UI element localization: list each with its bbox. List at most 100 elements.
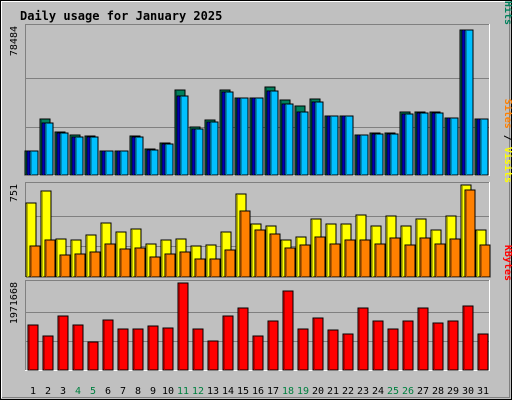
- bar-kbytes-day-27: [417, 307, 429, 371]
- bar-pages-day-17: [269, 90, 279, 176]
- bar-sites-day-16: [254, 229, 266, 278]
- day-label-17: 17: [267, 386, 279, 397]
- bar-pages-day-31: [479, 118, 489, 176]
- bar-pages-day-8: [134, 136, 144, 176]
- bar-pages-day-6: [104, 150, 114, 176]
- panel-visits-sites: 751 Sites / Visits: [9, 99, 512, 278]
- bar-kbytes-day-23: [357, 307, 369, 371]
- legend-part-2: Visits: [502, 147, 512, 183]
- bar-pages-day-1: [29, 150, 39, 176]
- bar-sites-day-9: [149, 256, 161, 278]
- bar-pages-day-5: [89, 136, 99, 176]
- bar-sites-day-22: [344, 239, 356, 278]
- day-label-26: 26: [402, 386, 414, 397]
- bar-pages-day-9: [149, 149, 159, 176]
- day-label-5: 5: [90, 386, 96, 397]
- bar-pages-day-7: [119, 150, 129, 176]
- day-label-30: 30: [462, 386, 474, 397]
- bar-kbytes-day-5: [87, 341, 99, 371]
- day-label-8: 8: [135, 386, 141, 397]
- bar-kbytes-day-13: [207, 340, 219, 371]
- bar-sites-day-4: [74, 253, 86, 278]
- day-label-7: 7: [120, 386, 126, 397]
- bar-pages-day-19: [299, 111, 309, 176]
- ymax-label-hits-files-pages: 78484: [9, 26, 20, 56]
- bar-kbytes-day-18: [282, 290, 294, 371]
- bar-sites-day-28: [434, 243, 446, 278]
- legend-part-3: /: [502, 0, 512, 1]
- bar-kbytes-day-24: [372, 320, 384, 371]
- bar-sites-day-12: [194, 258, 206, 278]
- series-legend-kbytes: KBytes: [502, 245, 512, 281]
- day-label-4: 4: [75, 386, 81, 397]
- series-legend-visits-sites: Sites / Visits: [502, 99, 512, 183]
- bar-kbytes-day-2: [42, 335, 54, 371]
- day-label-9: 9: [150, 386, 156, 397]
- legend-part-1: /: [502, 129, 512, 147]
- bar-sites-day-27: [419, 237, 431, 278]
- bar-kbytes-day-30: [462, 305, 474, 371]
- day-labels: 1 2 3 4 5 6 7 8 9 10 11 12 13 14 15 16 17 18 19 20 21 22 23 24 2…: [30, 386, 489, 397]
- bar-pages-day-10: [164, 143, 174, 176]
- series-legend-hits-files-pages: Pages / Files / Hits: [502, 0, 512, 25]
- bar-kbytes-day-25: [387, 328, 399, 371]
- bar-pages-day-4: [74, 136, 84, 176]
- day-label-31: 31: [477, 386, 489, 397]
- bar-pages-day-16: [254, 97, 264, 176]
- day-label-13: 13: [207, 386, 219, 397]
- bar-kbytes-day-26: [402, 320, 414, 371]
- bar-sites-day-5: [89, 251, 101, 278]
- bar-kbytes-day-3: [57, 315, 69, 371]
- bar-pages-day-11: [179, 95, 189, 176]
- day-label-25: 25: [387, 386, 399, 397]
- bar-pages-day-29: [449, 117, 459, 176]
- bar-sites-day-10: [164, 253, 176, 278]
- bar-pages-day-18: [284, 103, 294, 176]
- ymax-label-visits-sites: 751: [9, 184, 20, 202]
- bar-pages-day-20: [314, 101, 324, 176]
- bar-sites-day-3: [59, 254, 71, 278]
- bar-pages-day-21: [329, 115, 339, 176]
- day-label-3: 3: [60, 386, 66, 397]
- bar-kbytes-day-28: [432, 322, 444, 371]
- day-label-29: 29: [447, 386, 459, 397]
- chart-title: Daily usage for January 2025: [20, 9, 222, 23]
- panels-layer: 78484 Pages / Files / Hits 751 Sites / Visi…: [9, 0, 512, 371]
- bar-sites-day-19: [299, 244, 311, 278]
- day-label-2: 2: [45, 386, 51, 397]
- bar-kbytes-day-31: [477, 333, 489, 371]
- day-label-1: 1: [30, 386, 36, 397]
- bar-sites-day-2: [44, 239, 56, 278]
- bar-kbytes-day-7: [117, 328, 129, 371]
- legend-part-0: KBytes: [502, 245, 512, 281]
- ymax-label-kbytes: 1971668: [9, 282, 20, 324]
- bar-kbytes-day-21: [327, 329, 339, 371]
- bar-kbytes-day-15: [237, 307, 249, 371]
- day-label-11: 11: [177, 386, 189, 397]
- day-label-28: 28: [432, 386, 444, 397]
- day-label-20: 20: [312, 386, 324, 397]
- bar-sites-day-21: [329, 243, 341, 278]
- bar-kbytes-day-11: [177, 282, 189, 371]
- day-label-14: 14: [222, 386, 234, 397]
- bar-sites-day-18: [284, 247, 296, 278]
- bar-pages-day-13: [209, 121, 219, 176]
- bar-pages-day-15: [239, 97, 249, 176]
- bar-kbytes-day-22: [342, 333, 354, 371]
- bar-kbytes-day-17: [267, 320, 279, 371]
- day-label-12: 12: [192, 386, 204, 397]
- bar-sites-day-26: [404, 244, 416, 278]
- bar-pages-day-26: [404, 113, 414, 176]
- day-label-24: 24: [372, 386, 384, 397]
- bar-pages-day-14: [224, 91, 234, 176]
- bar-sites-day-25: [389, 237, 401, 278]
- bar-kbytes-day-14: [222, 315, 234, 371]
- bar-sites-day-20: [314, 236, 326, 278]
- day-label-16: 16: [252, 386, 264, 397]
- bar-sites-day-31: [479, 244, 491, 278]
- day-label-6: 6: [105, 386, 111, 397]
- bar-sites-day-14: [224, 249, 236, 278]
- bar-sites-day-8: [134, 247, 146, 278]
- bar-pages-day-25: [389, 133, 399, 176]
